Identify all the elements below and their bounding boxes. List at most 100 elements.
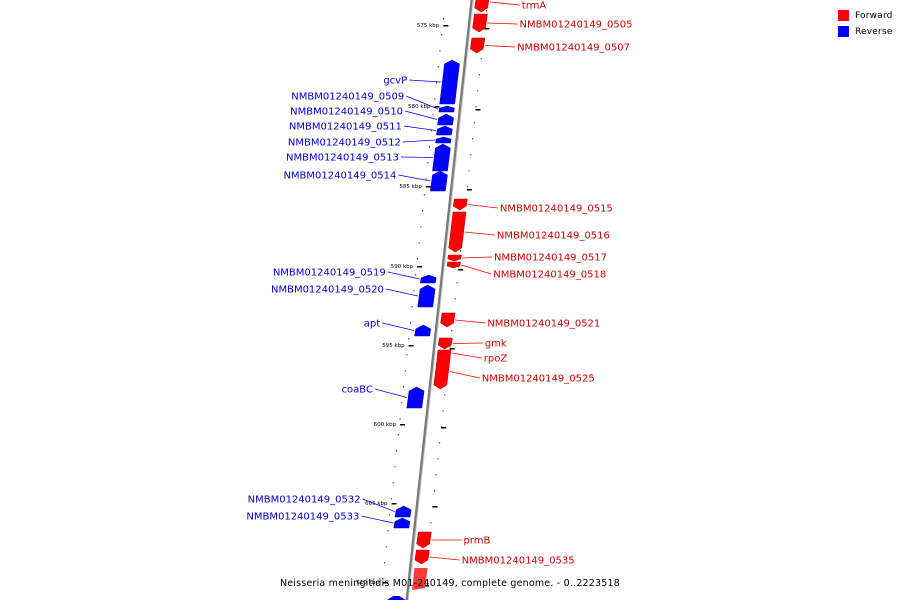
- gene-nmbm01240149-0512-label: NMBM01240149_0512: [288, 138, 401, 149]
- guide-dot-left: [396, 450, 398, 452]
- guide-dot-left: [439, 50, 441, 52]
- guide-dot-left: [420, 226, 422, 228]
- scale-tick-mark: [417, 266, 423, 268]
- guide-dot-right: [480, 58, 482, 60]
- scale-tick-mark: [408, 345, 414, 347]
- guide-dot-right: [466, 186, 468, 188]
- gene-nmbm01240149-0514-glyph: [430, 170, 448, 192]
- gene-coabc-glyph: [406, 386, 425, 409]
- gene-coabc-leader: [374, 388, 408, 398]
- guide-dot-left: [392, 482, 394, 484]
- gene-nmbm01240149-0507-label: NMBM01240149_0507: [517, 43, 630, 54]
- gene-nmbm01240149-0515-leader: [467, 204, 498, 209]
- gene-nmbm01240149-0516-glyph: [448, 211, 467, 253]
- gene-nmbm01240149-0516-leader: [464, 231, 495, 236]
- guide-dot-right: [473, 122, 475, 124]
- guide-dot-left: [383, 562, 385, 564]
- reverse-swatch: [838, 26, 849, 37]
- guide-dot-right: [444, 394, 446, 396]
- scale-tick-label: 600 kbp: [374, 422, 397, 428]
- guide-dot-left: [399, 418, 401, 420]
- gene-nmbm01240149-0518-glyph: [446, 261, 461, 269]
- gene-nmbm01240149-0519-label: NMBM01240149_0519: [273, 268, 386, 279]
- gene-nmbm01240149-0515-label: NMBM01240149_0515: [500, 204, 613, 215]
- guide-dot-left: [385, 546, 387, 548]
- gene-nmbm01240149-0519-glyph: [420, 274, 437, 284]
- guide-dot-right: [439, 442, 441, 444]
- guide-dot-right: [468, 170, 470, 172]
- guide-dot-left: [441, 34, 443, 36]
- guide-dot-left: [442, 18, 444, 20]
- gene-nmbm01240149-0532-leader: [362, 498, 395, 512]
- guide-dot-left: [416, 258, 418, 260]
- guide-dot-right: [456, 282, 458, 284]
- guide-dot-left: [422, 210, 424, 212]
- guide-dot-left: [429, 146, 431, 148]
- scale-tick-mark-right: [466, 189, 472, 191]
- gene-nmbm01240149-0512-glyph: [435, 136, 452, 144]
- guide-dot-right: [458, 266, 460, 268]
- guide-dot-left: [437, 66, 439, 68]
- gene-nmbm01240149-0505-label: NMBM01240149_0505: [520, 20, 633, 31]
- gene-nmbm01240149-0511-glyph: [436, 125, 453, 136]
- guide-dot-left: [430, 130, 432, 132]
- guide-dot-right: [430, 522, 432, 524]
- guide-dot-left: [389, 514, 391, 516]
- gene-apt-label: apt: [364, 319, 380, 330]
- scale-tick-label: 585 kbp: [399, 184, 422, 190]
- gene-nmbm01240149-0512-leader: [402, 139, 435, 143]
- scale-tick-mark-right: [432, 506, 438, 508]
- scale-tick-mark: [382, 582, 388, 584]
- gene-nmbm01240149-0510-label: NMBM01240149_0510: [290, 107, 403, 118]
- gene-nmbm01240149-0525-leader: [449, 371, 480, 379]
- legend-item-forward: Forward: [838, 8, 900, 23]
- scale-tick-label: 580 kbp: [408, 104, 431, 110]
- gene-nmbm01240149-0520-label: NMBM01240149_0520: [271, 285, 384, 296]
- gene-nmbm01240149-0532-label: NMBM01240149_0532: [248, 495, 361, 506]
- gene-nmbm01240149-0511-label: NMBM01240149_0511: [289, 122, 402, 133]
- gene-nmbm01240149-0514-leader: [398, 174, 431, 182]
- scale-tick-label: 605 kbp: [365, 501, 388, 507]
- scale-tick-label: 590 kbp: [391, 264, 414, 270]
- gene-apt-glyph: [414, 324, 432, 337]
- scale-tick-mark-right: [423, 585, 429, 587]
- gene-nmbm01240149-0510-glyph: [437, 113, 454, 126]
- guide-dot-right: [454, 298, 456, 300]
- guide-dot-right: [437, 458, 439, 460]
- gene-nmbm01240149-0517-leader: [462, 256, 493, 259]
- guide-dot-left: [406, 354, 408, 356]
- scale-tick-mark-right: [484, 28, 490, 30]
- backbone-line: [405, 0, 474, 600]
- forward-swatch: [838, 10, 849, 21]
- legend-label-reverse: Reverse: [855, 26, 893, 37]
- gene-nmbm01240149-0513-leader: [400, 156, 433, 158]
- gene-trma-glyph: [474, 0, 490, 13]
- gene-nmbm01240149-0535-leader: [429, 556, 460, 561]
- gene-nmbm01240149-0525-label: NMBM01240149_0525: [482, 374, 595, 385]
- guide-dot-right: [477, 90, 479, 92]
- scale-tick-label: 575 kbp: [417, 23, 440, 29]
- guide-dot-right: [451, 330, 453, 332]
- scale-tick-mark: [434, 106, 440, 108]
- scale-tick-mark-right: [458, 269, 464, 271]
- scale-tick-mark: [443, 25, 449, 27]
- gene-gcvp-label: gcvP: [383, 76, 407, 87]
- gene-nmbm01240149-0521-label: NMBM01240149_0521: [487, 319, 600, 330]
- gene-gcvp-glyph: [439, 59, 460, 105]
- gene-nmbm01240149-0509-leader: [406, 95, 439, 110]
- guide-dot-left: [423, 194, 425, 196]
- gene-nmbm01240149-0535-glyph: [414, 549, 430, 565]
- scale-tick-mark: [391, 503, 397, 505]
- gene-nmbm01240149-0518-leader: [461, 264, 492, 275]
- guide-dot-left: [434, 98, 436, 100]
- guide-dot-right: [485, 10, 487, 12]
- gene-apt-leader: [382, 322, 415, 331]
- gene-nmbm01240149-0505-leader: [487, 22, 518, 25]
- gene-nmbm01240149-0519-leader: [387, 271, 420, 280]
- guide-dot-left: [409, 322, 411, 324]
- gene-nmbm01240149-0521-glyph: [440, 312, 456, 328]
- gene-nmbm01240149-0516-label: NMBM01240149_0516: [497, 231, 610, 242]
- legend: Forward Reverse: [838, 8, 900, 40]
- gene-prmb-label: prmB: [464, 536, 491, 547]
- guide-dot-right: [470, 154, 472, 156]
